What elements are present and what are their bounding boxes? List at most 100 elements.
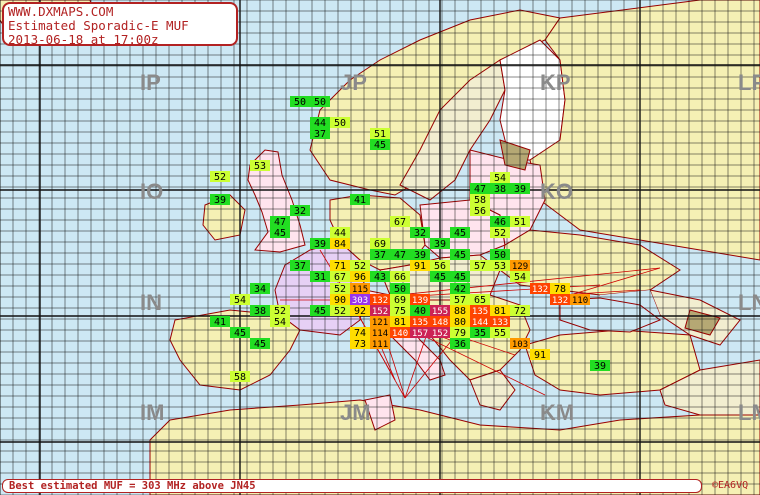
- muf-cell-bg: [230, 327, 250, 338]
- muf-value: 155: [432, 307, 448, 317]
- muf-cell-bg: [230, 371, 250, 382]
- muf-cell-bg: [410, 327, 430, 338]
- muf-value: 67: [394, 217, 406, 228]
- muf-value: 114: [372, 329, 388, 339]
- muf-cell: 38: [490, 183, 510, 195]
- muf-cell: 45: [450, 227, 470, 239]
- muf-cell-bg: [470, 327, 490, 338]
- muf-cell-bg: [350, 338, 370, 349]
- muf-cell: 52: [330, 305, 350, 317]
- muf-cell: 45: [450, 249, 470, 261]
- locator-label-jm: JM: [340, 400, 371, 425]
- muf-cell-bg: [370, 327, 390, 338]
- muf-cell: 132: [550, 294, 570, 306]
- muf-value: 78: [554, 284, 566, 295]
- muf-cell: 88: [450, 305, 470, 317]
- muf-value: 75: [394, 306, 406, 317]
- muf-value: 132: [552, 296, 568, 306]
- muf-value: 50: [314, 97, 326, 108]
- muf-value: 44: [314, 118, 326, 129]
- muf-value: 81: [494, 306, 506, 317]
- muf-value: 55: [494, 328, 506, 339]
- muf-cell-bg: [270, 216, 290, 227]
- muf-value: 44: [334, 228, 346, 239]
- muf-value: 132: [372, 296, 388, 306]
- muf-cell-bg: [250, 160, 270, 171]
- muf-cell-bg: [430, 316, 450, 327]
- muf-cell-bg: [470, 305, 490, 316]
- muf-cell: 44: [310, 117, 330, 129]
- muf-value: 45: [314, 306, 326, 317]
- muf-value: 58: [234, 372, 246, 383]
- muf-cell: 34: [250, 283, 270, 295]
- muf-cell: 157: [410, 327, 430, 339]
- muf-cell-bg: [530, 349, 550, 360]
- muf-value: 54: [494, 173, 506, 184]
- locator-label-ip: IP: [140, 70, 161, 95]
- muf-cell: 45: [370, 139, 390, 151]
- muf-value: 303: [352, 296, 368, 306]
- locator-label-km: KM: [540, 400, 574, 425]
- muf-cell-bg: [410, 294, 430, 305]
- muf-value: 74: [354, 328, 366, 339]
- muf-cell-bg: [390, 249, 410, 260]
- muf-cell-bg: [450, 249, 470, 260]
- muf-value: 51: [514, 217, 526, 228]
- muf-cell: 39: [590, 360, 610, 372]
- muf-cell: 148: [430, 316, 450, 328]
- muf-value: 91: [534, 350, 546, 361]
- muf-cell-bg: [390, 271, 410, 282]
- muf-cell: 65: [470, 294, 490, 306]
- muf-cell-bg: [490, 216, 510, 227]
- muf-cell: 52: [490, 227, 510, 239]
- muf-cell-bg: [330, 294, 350, 305]
- muf-cell: 45: [270, 227, 290, 239]
- muf-cell-bg: [450, 305, 470, 316]
- muf-cell: 36: [450, 338, 470, 350]
- muf-value: 135: [472, 307, 488, 317]
- muf-cell: 54: [510, 271, 530, 283]
- muf-cell: 45: [250, 338, 270, 350]
- muf-cell-bg: [350, 327, 370, 338]
- map-title: Estimated Sporadic-E MUF: [8, 18, 189, 33]
- muf-value: 69: [394, 295, 406, 306]
- muf-value: 54: [234, 295, 246, 306]
- muf-cell-bg: [410, 249, 430, 260]
- muf-value: 41: [214, 317, 226, 328]
- muf-cell-bg: [330, 283, 350, 294]
- muf-value: 50: [394, 284, 406, 295]
- muf-value: 31: [314, 272, 326, 283]
- muf-cell: 51: [510, 216, 530, 228]
- muf-cell-bg: [270, 316, 290, 327]
- muf-cell-bg: [390, 316, 410, 327]
- muf-cell: 71: [330, 260, 350, 272]
- muf-cell: 39: [210, 194, 230, 206]
- muf-cell: 152: [370, 305, 390, 317]
- muf-cell: 52: [270, 305, 290, 317]
- muf-cell: 50: [310, 96, 330, 108]
- muf-cell-bg: [350, 305, 370, 316]
- muf-value: 37: [314, 129, 326, 140]
- locator-label-in: IN: [140, 290, 162, 315]
- muf-cell: 52: [210, 171, 230, 183]
- muf-value: 133: [492, 318, 508, 328]
- muf-cell-bg: [370, 139, 390, 150]
- muf-value: 66: [394, 272, 406, 283]
- muf-value: 46: [494, 217, 506, 228]
- muf-cell-bg: [310, 238, 330, 249]
- muf-value: 139: [412, 296, 428, 306]
- muf-cell-bg: [290, 260, 310, 271]
- muf-value: 148: [432, 318, 448, 328]
- muf-cell-bg: [430, 327, 450, 338]
- muf-value: 115: [352, 285, 368, 295]
- muf-cell: 40: [410, 305, 430, 317]
- muf-value: 73: [354, 339, 366, 350]
- muf-cell-bg: [370, 249, 390, 260]
- muf-cell-bg: [370, 338, 390, 349]
- tunisia: [364, 394, 396, 431]
- muf-cell: 47: [470, 183, 490, 195]
- muf-cell-bg: [310, 117, 330, 128]
- muf-value: 39: [434, 239, 446, 250]
